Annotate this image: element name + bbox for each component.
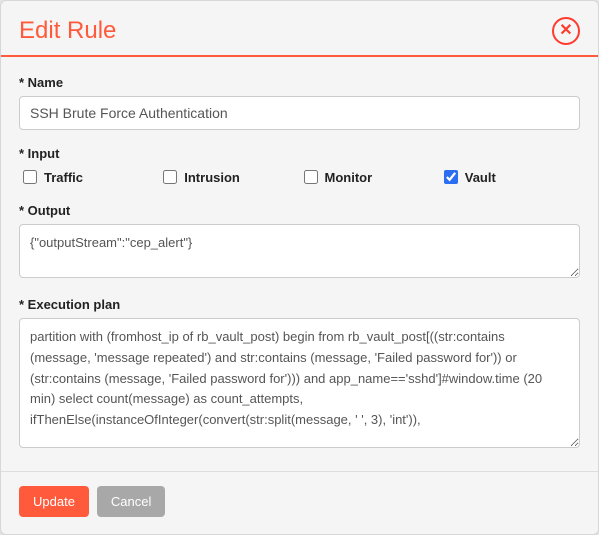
input-section: * Input Traffic Intrusion Monitor Vault: [19, 146, 580, 187]
checkbox-label-intrusion[interactable]: Intrusion: [184, 170, 240, 185]
execution-plan-textarea[interactable]: [19, 318, 580, 448]
checkbox-vault[interactable]: [444, 170, 458, 184]
checkbox-label-vault[interactable]: Vault: [465, 170, 496, 185]
update-button[interactable]: Update: [19, 486, 89, 517]
checkbox-item-traffic: Traffic: [19, 167, 159, 187]
checkbox-item-vault: Vault: [440, 167, 580, 187]
close-button[interactable]: ✕: [552, 17, 580, 45]
execution-plan-section: * Execution plan: [19, 297, 580, 451]
checkbox-monitor[interactable]: [304, 170, 318, 184]
output-section: * Output: [19, 203, 580, 281]
modal-footer: Update Cancel: [1, 471, 598, 533]
name-label: * Name: [19, 75, 580, 90]
input-label: * Input: [19, 146, 580, 161]
name-input[interactable]: [19, 96, 580, 130]
output-label: * Output: [19, 203, 580, 218]
modal-title: Edit Rule: [19, 17, 116, 45]
edit-rule-modal: Edit Rule ✕ * Name * Input Traffic Intru…: [0, 0, 599, 535]
execution-plan-label: * Execution plan: [19, 297, 580, 312]
checkbox-label-traffic[interactable]: Traffic: [44, 170, 83, 185]
input-checkbox-row: Traffic Intrusion Monitor Vault: [19, 167, 580, 187]
checkbox-item-monitor: Monitor: [300, 167, 440, 187]
cancel-button[interactable]: Cancel: [97, 486, 165, 517]
close-icon: ✕: [559, 23, 572, 39]
checkbox-intrusion[interactable]: [163, 170, 177, 184]
output-textarea[interactable]: [19, 224, 580, 278]
modal-header: Edit Rule ✕: [1, 1, 598, 57]
checkbox-traffic[interactable]: [23, 170, 37, 184]
modal-body: * Name * Input Traffic Intrusion Monitor: [1, 57, 598, 471]
checkbox-label-monitor[interactable]: Monitor: [325, 170, 373, 185]
name-section: * Name: [19, 75, 580, 130]
checkbox-item-intrusion: Intrusion: [159, 167, 299, 187]
